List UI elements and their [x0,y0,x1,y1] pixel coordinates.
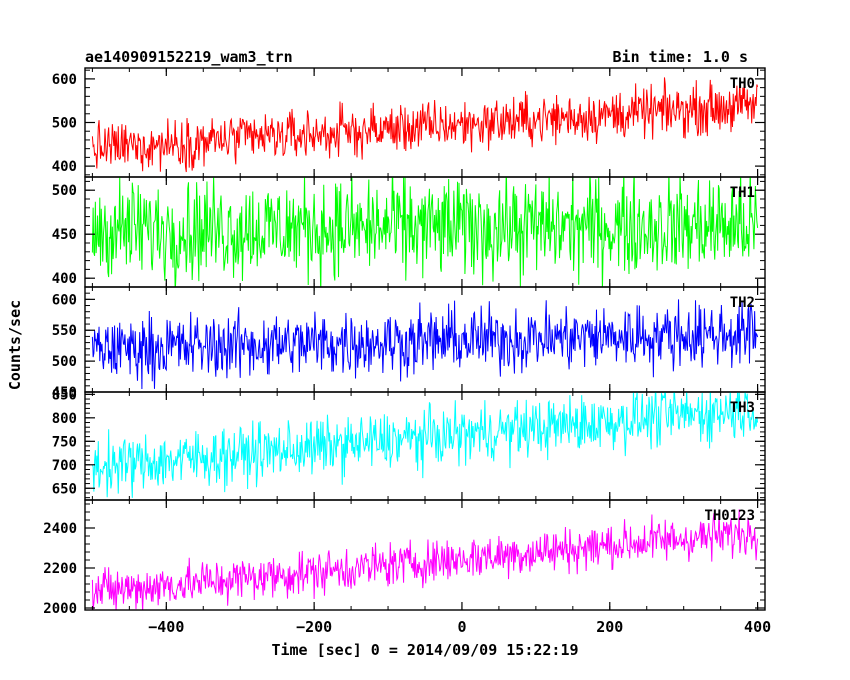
series-line-th0123 [91,509,759,610]
y-tick-label: 500 [52,116,77,132]
x-tick-label: 0 [457,618,466,636]
x-axis-label: Time [sec] 0 = 2014/09/09 15:22:19 [271,641,578,659]
x-tick-label: 200 [596,618,623,636]
y-tick-label: 800 [52,411,77,427]
panel-frame [84,286,766,393]
panel-th3: 650 700 750 800 850 TH3 [52,387,766,501]
panel-label-th3: TH3 [730,400,755,416]
x-tick-label: −400 [148,618,184,636]
y-tick-label: 2200 [43,561,77,577]
x-tick-label: −200 [296,618,332,636]
y-tick-label: 650 [52,481,77,497]
y-tick-label: 2400 [43,521,77,537]
panel-label-th0: TH0 [730,76,755,92]
panel-label-th0123: TH0123 [704,508,755,524]
y-axis-label: Counts/sec [6,300,24,390]
y-tick-label: 400 [52,271,77,287]
panel-th1: 400 450 500 TH1 [52,176,766,288]
panel-label-th2: TH2 [730,295,755,311]
chart-title: ae140909152219_wam3_trn [85,48,293,66]
y-tick-label: 600 [52,292,77,308]
series-line-th3 [91,392,759,498]
y-tick-label: 500 [52,183,77,199]
panel-label-th1: TH1 [730,185,755,201]
y-tick-label: 700 [52,458,77,474]
y-tick-label: 450 [52,227,77,243]
panel-frame [84,499,766,611]
y-tick-label: 450 [52,385,77,401]
panel-th0: 400 500 600 TH0 [52,67,766,178]
y-tick-label: 400 [52,159,77,175]
series-line-th0 [91,77,759,173]
y-tick-label: 750 [52,434,77,450]
series-line-th2 [91,299,759,389]
y-tick-label: 600 [52,72,77,88]
panel-th0123: 2000 2200 2400 TH0123 [43,499,766,617]
bin-time-label: Bin time: 1.0 s [613,48,748,66]
x-tick-label: 400 [744,618,771,636]
panel-th2: 450 500 550 600 TH2 [52,286,766,401]
y-tick-label: 550 [52,323,77,339]
series-line-th1 [91,177,759,287]
y-tick-label: 2000 [43,601,77,617]
y-tick-label: 500 [52,354,77,370]
y-tick-label: 850 [52,387,77,403]
